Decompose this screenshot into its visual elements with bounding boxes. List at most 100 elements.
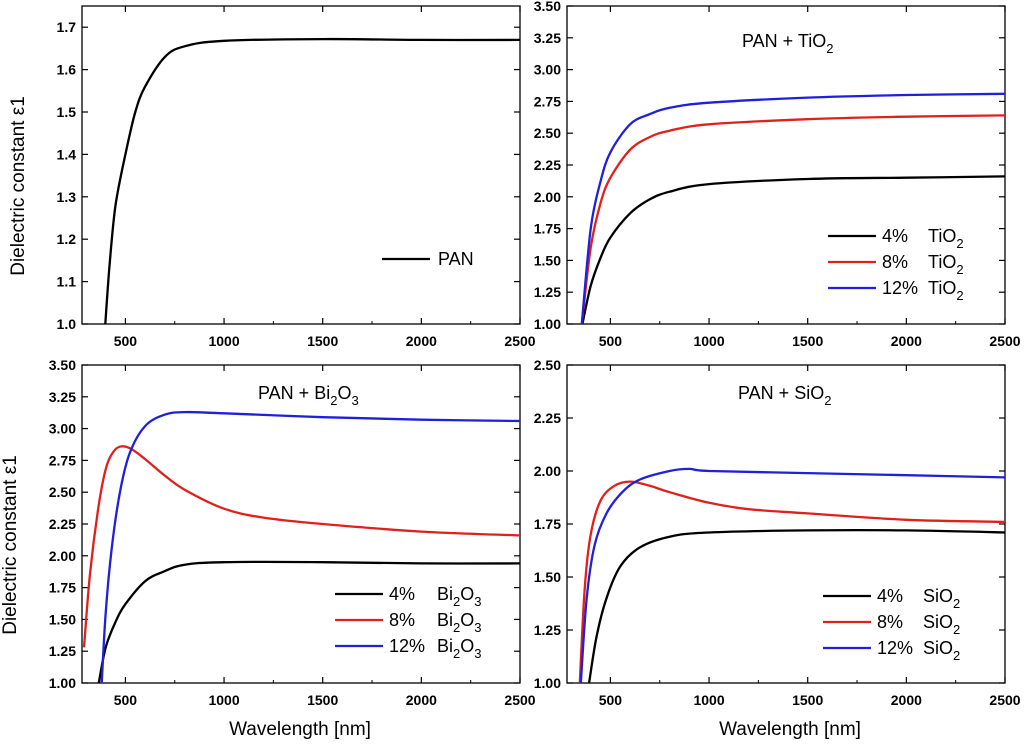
legend-label-sub: 2 <box>956 262 963 277</box>
y-tick-label: 1.5 <box>57 104 77 120</box>
y-tick-label: 1.00 <box>49 675 76 691</box>
series-lines <box>580 92 1005 324</box>
x-tick-label: 2000 <box>891 692 922 708</box>
series-line <box>97 560 520 683</box>
y-tick-label: 1.50 <box>49 611 76 627</box>
legend-label-sub: 2 <box>953 648 960 663</box>
panel-title-main: PAN + Bi <box>258 383 330 403</box>
legend-label-sub: 2 <box>453 646 460 661</box>
panel-title-sub: 2 <box>824 393 831 408</box>
y-tick-label: 1.00 <box>534 316 561 332</box>
legend-label-sub: 2 <box>956 236 963 251</box>
y-tick-label: 1.75 <box>534 221 561 237</box>
plot-frame <box>81 364 521 684</box>
x-tick-label: 1000 <box>693 692 724 708</box>
panel-sio2: 1.00 1.25 1.50 1.75 2.00 2.25 2.50 500 1000 1500… <box>534 357 1021 740</box>
y-tick-label: 2.00 <box>49 548 76 564</box>
y-tick-label: 2.75 <box>534 93 561 109</box>
panel-title-mid: O <box>337 383 351 403</box>
y-tick-label: 1.0 <box>57 316 77 332</box>
panel-title-sub1: 2 <box>330 393 337 408</box>
series-lines <box>104 37 520 324</box>
legend-pct: 4% <box>882 226 908 246</box>
y-tick-label: 2.50 <box>534 357 561 373</box>
legend-label-main: TiO <box>928 226 956 246</box>
legend-label-sub: 2 <box>453 620 460 635</box>
legend-label: SiO2 <box>923 638 960 663</box>
legend-label-main: TiO <box>928 252 956 272</box>
legend-pct: 12% <box>389 636 425 656</box>
legend-label: TiO2 <box>928 278 964 303</box>
legend: PAN <box>382 249 474 269</box>
legend-label-main: SiO <box>923 638 953 658</box>
panel-title-sub: 2 <box>826 41 833 56</box>
legend-label-sub: 2 <box>953 596 960 611</box>
x-axis: 500 1000 1500 2000 2500 <box>114 365 536 708</box>
y-tick-label: 1.4 <box>57 146 77 162</box>
legend-label-main: TiO <box>928 278 956 298</box>
legend-label-main: SiO <box>923 612 953 632</box>
y-tick-label: 1.6 <box>57 62 77 78</box>
y-tick-label: 2.00 <box>534 463 561 479</box>
x-tick-label: 2000 <box>406 333 437 349</box>
x-tick-label: 500 <box>599 692 623 708</box>
series-lines <box>578 467 1005 683</box>
panel-tio2: 1.00 1.25 1.50 1.75 2.00 2.25 2.50 2.75 3.00 3.25… <box>534 0 1021 349</box>
series-line <box>82 445 520 648</box>
y-tick-label: 2.25 <box>534 410 561 426</box>
y-tick-label: 2.25 <box>534 157 561 173</box>
series-lines <box>82 410 520 683</box>
y-axis-title: Dielectric constant ε1 <box>8 96 29 276</box>
legend-label: Bi2O3 <box>437 610 482 635</box>
x-axis: 500 1000 1500 2000 2500 <box>114 6 536 349</box>
legend-pct: 4% <box>877 586 903 606</box>
x-tick-label: 2500 <box>989 692 1020 708</box>
legend-pct: 8% <box>389 610 415 630</box>
y-tick-label: 1.75 <box>534 516 561 532</box>
y-tick-label: 3.25 <box>534 30 561 46</box>
legend-label: TiO2 <box>928 252 964 277</box>
x-tick-label: 1500 <box>307 333 338 349</box>
y-tick-label: 1.25 <box>49 643 76 659</box>
panel-title: PAN + Bi2O3 <box>258 383 359 408</box>
legend-label-pan: PAN <box>438 249 474 269</box>
x-tick-label: 500 <box>114 692 138 708</box>
y-tick-label: 1.50 <box>534 569 561 585</box>
x-tick-label: 2500 <box>989 333 1020 349</box>
legend-label-sub2: 3 <box>474 594 481 609</box>
series-line <box>581 175 1005 324</box>
x-tick-label: 2000 <box>406 692 437 708</box>
panel-title: PAN + TiO2 <box>742 31 833 56</box>
y-axis-title-text: Dielectric constant ε1 <box>8 96 29 276</box>
plot-frame <box>566 5 1006 325</box>
y-tick-label: 2.25 <box>49 516 76 532</box>
y-tick-label: 1.3 <box>57 189 77 205</box>
y-tick-label: 1.1 <box>57 274 77 290</box>
y-tick-label: 2.50 <box>49 484 76 500</box>
panel-title-main: PAN + TiO <box>742 31 826 51</box>
panel-title-sub2: 3 <box>351 393 358 408</box>
x-tick-label: 1000 <box>208 692 239 708</box>
legend-label-main: Bi <box>437 636 453 656</box>
y-tick-label: 3.50 <box>49 357 76 373</box>
y-axis-title: Dielectric constant ε1 <box>0 455 21 635</box>
legend-label-main: Bi <box>437 584 453 604</box>
legend-label-main: SiO <box>923 586 953 606</box>
x-tick-label: 1500 <box>792 692 823 708</box>
x-axis: 500 1000 1500 2000 2500 <box>599 6 1021 349</box>
y-axis-title-text: Dielectric constant ε1 <box>0 455 21 635</box>
panel-title: PAN + SiO2 <box>738 383 831 408</box>
y-tick-label: 1.7 <box>57 19 77 35</box>
series-line <box>578 480 1005 683</box>
legend-pct: 8% <box>882 252 908 272</box>
x-tick-label: 2500 <box>504 333 535 349</box>
series-line <box>579 467 1005 683</box>
x-tick-label: 500 <box>114 333 138 349</box>
plot-frame <box>566 364 1006 684</box>
series-line <box>100 410 520 683</box>
series-line <box>580 114 1005 324</box>
legend-label: SiO2 <box>923 612 960 637</box>
series-line <box>580 92 1005 324</box>
